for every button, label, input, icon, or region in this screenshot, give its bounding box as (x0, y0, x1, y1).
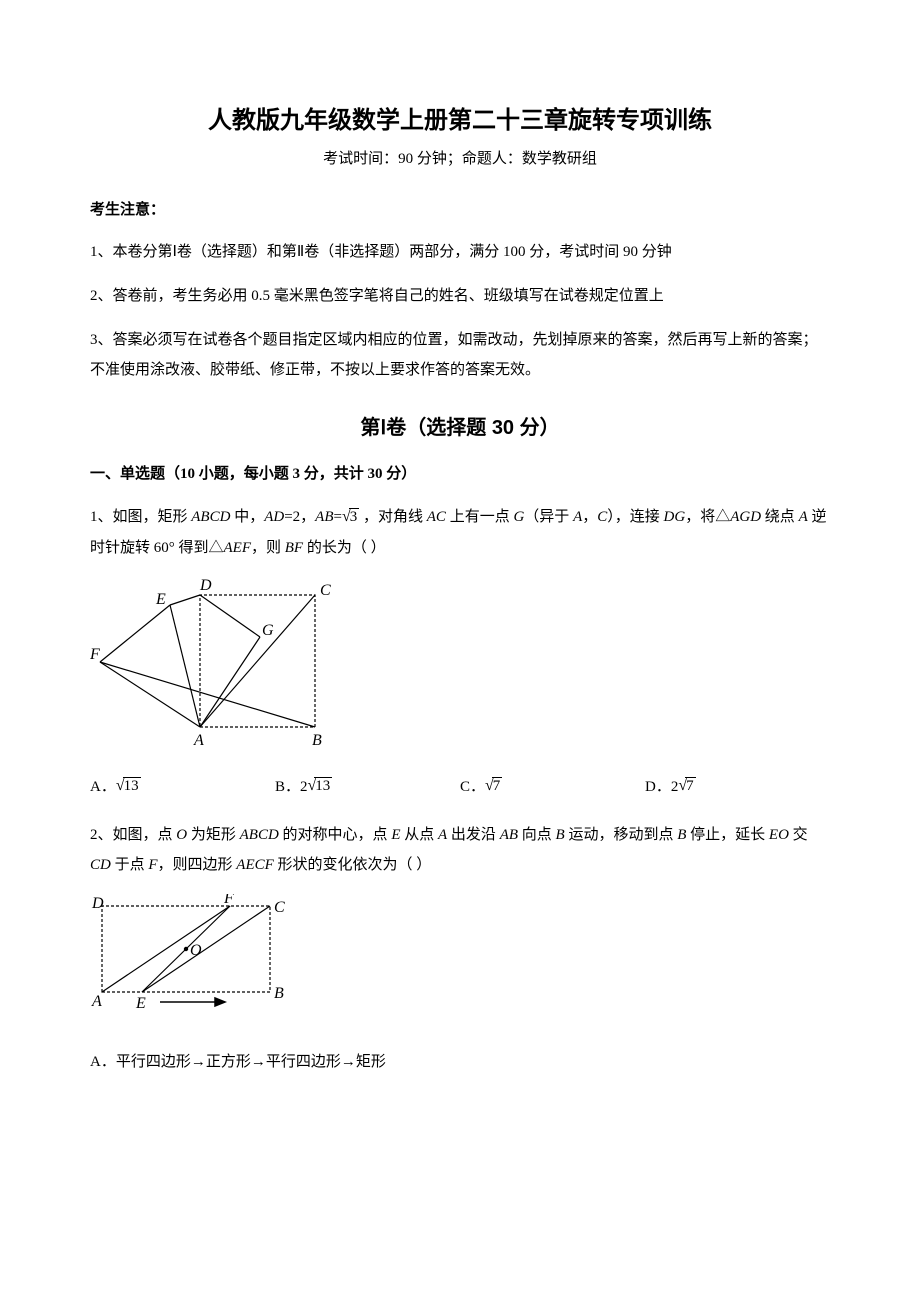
fig2-label-d: D (91, 895, 104, 912)
q2-aecf: AECF (236, 857, 274, 873)
instruction-3: 3、答案必须写在试卷各个题目指定区域内相应的位置，如需改动，先划掉原来的答案，然… (90, 325, 830, 385)
q2-t9: 交 (789, 827, 808, 843)
instruction-1: 1、本卷分第Ⅰ卷（选择题）和第Ⅱ卷（非选择题）两部分，满分 100 分，考试时间… (90, 237, 830, 267)
fig1-label-a: A (193, 732, 204, 749)
sqrt-icon: 13 (308, 777, 333, 795)
figure-1: A B C D E F G (90, 577, 830, 757)
q2-cd: CD (90, 857, 111, 873)
exam-page: 人教版九年级数学上册第二十三章旋转专项训练 考试时间：90 分钟；命题人：数学教… (0, 0, 920, 1302)
figure-2-svg: A B C D E F O (90, 894, 300, 1024)
q2-ab: AB (500, 827, 518, 843)
q1-ad: AD (264, 509, 284, 525)
q2-eo: EO (769, 827, 789, 843)
q1-t6: （异于 (524, 509, 573, 525)
q1-a: A (573, 509, 582, 525)
q2-t4: 从点 (400, 827, 438, 843)
q2-a: A (438, 827, 447, 843)
page-title: 人教版九年级数学上册第二十三章旋转专项训练 (90, 100, 830, 135)
notice-header: 考生注意： (90, 198, 830, 219)
q1-options: A． 13 B．2 13 C． 7 D．2 7 (90, 775, 830, 796)
q2-t5: 出发沿 (447, 827, 500, 843)
q1-abcd: ABCD (191, 509, 230, 525)
q2-text: 2、如图，点 (90, 827, 176, 843)
fig2-label-a: A (91, 993, 102, 1010)
q1-ac: AC (427, 509, 446, 525)
q1-t5: 上有一点 (446, 509, 514, 525)
q1-t2: 中， (230, 509, 264, 525)
q1-t8: ），连接 (607, 509, 663, 525)
q2-t3: 的对称中心，点 (279, 827, 392, 843)
q2-o: O (176, 827, 187, 843)
q1-aef: AEF (224, 540, 252, 556)
sqrt-icon: 3 (342, 501, 359, 533)
q2-t12: 形状的变化依次为（ ） (274, 857, 432, 873)
fig2-label-e: E (135, 995, 146, 1012)
q1-optD-rad: 7 (685, 777, 696, 794)
q2-t8: 停止，延长 (686, 827, 769, 843)
q1-g: G (513, 509, 524, 525)
q2-option-a: A．平行四边形→正方形→平行四边形→矩形 (90, 1047, 830, 1077)
q1-c: C (597, 509, 607, 525)
q2-t7: 运动，移动到点 (565, 827, 678, 843)
q1-option-c: C． 7 (460, 775, 645, 796)
page-subtitle: 考试时间：90 分钟；命题人：数学教研组 (90, 147, 830, 168)
fig1-label-d: D (199, 577, 212, 594)
fig2-label-o: O (190, 942, 202, 959)
sqrt-icon: 7 (485, 777, 502, 795)
q1-agd: AGD (730, 509, 761, 525)
q1-optB-rad: 13 (314, 777, 332, 794)
q1-option-d: D．2 7 (645, 775, 830, 796)
fig1-label-c: C (320, 582, 331, 599)
q1-dg: DG (664, 509, 686, 525)
q2-abcd: ABCD (240, 827, 279, 843)
q1-rad: 3 (349, 508, 360, 525)
fig1-label-g: G (262, 622, 274, 639)
q2-t2: 为矩形 (187, 827, 240, 843)
q2-t11: ，则四边形 (158, 857, 237, 873)
q1-t3: =2， (284, 509, 315, 525)
fig1-label-f: F (90, 646, 100, 663)
fig2-label-b: B (274, 985, 284, 1002)
q1-options-row: A． 13 B．2 13 C． 7 D．2 7 (90, 775, 830, 796)
question-1: 1、如图，矩形 ABCD 中，AD=2，AB=3 ，对角线 AC 上有一点 G（… (90, 501, 830, 563)
q1-t13: 的长为（ ） (303, 540, 386, 556)
fig2-label-f: F (223, 894, 234, 907)
q1-t4: ，对角线 (359, 509, 427, 525)
subsection-1: 一、单选题（10 小题，每小题 3 分，共计 30 分） (90, 462, 830, 483)
instruction-2: 2、答卷前，考生务必用 0.5 毫米黑色签字笔将自己的姓名、班级填写在试卷规定位… (90, 281, 830, 311)
figure-2: A B C D E F O (90, 894, 830, 1029)
fig1-label-b: B (312, 732, 322, 749)
figure-1-svg: A B C D E F G (90, 577, 350, 752)
question-2: 2、如图，点 O 为矩形 ABCD 的对称中心，点 E 从点 A 出发沿 AB … (90, 820, 830, 880)
q1-optD-label: D．2 (645, 775, 678, 796)
q1-optC-rad: 7 (492, 777, 503, 794)
sqrt-icon: 13 (116, 777, 141, 795)
q2-b2: B (677, 827, 686, 843)
q1-t9: ，将△ (685, 509, 730, 525)
q2-b: B (556, 827, 565, 843)
sqrt-icon: 7 (678, 777, 695, 795)
q2-t10: 于点 (111, 857, 149, 873)
q1-a2: A (799, 509, 808, 525)
q2-f: F (148, 857, 157, 873)
q1-option-a: A． 13 (90, 775, 275, 796)
q1-bf: BF (285, 540, 303, 556)
q1-t7: ， (582, 509, 597, 525)
q1-optA-label: A． (90, 775, 116, 796)
q1-ab: AB (315, 509, 333, 525)
fig2-label-c: C (274, 899, 285, 916)
q1-text: 1、如图，矩形 (90, 509, 191, 525)
q1-optC-label: C． (460, 775, 485, 796)
q2-t6: 向点 (518, 827, 556, 843)
q1-option-b: B．2 13 (275, 775, 460, 796)
q1-eq: = (334, 509, 342, 525)
q1-t10: 绕点 (761, 509, 799, 525)
q1-optA-rad: 13 (123, 777, 141, 794)
q1-optB-label: B．2 (275, 775, 308, 796)
part1-header: 第Ⅰ卷（选择题 30 分） (90, 411, 830, 440)
q1-t12: ，则 (251, 540, 285, 556)
fig1-label-e: E (155, 591, 166, 608)
